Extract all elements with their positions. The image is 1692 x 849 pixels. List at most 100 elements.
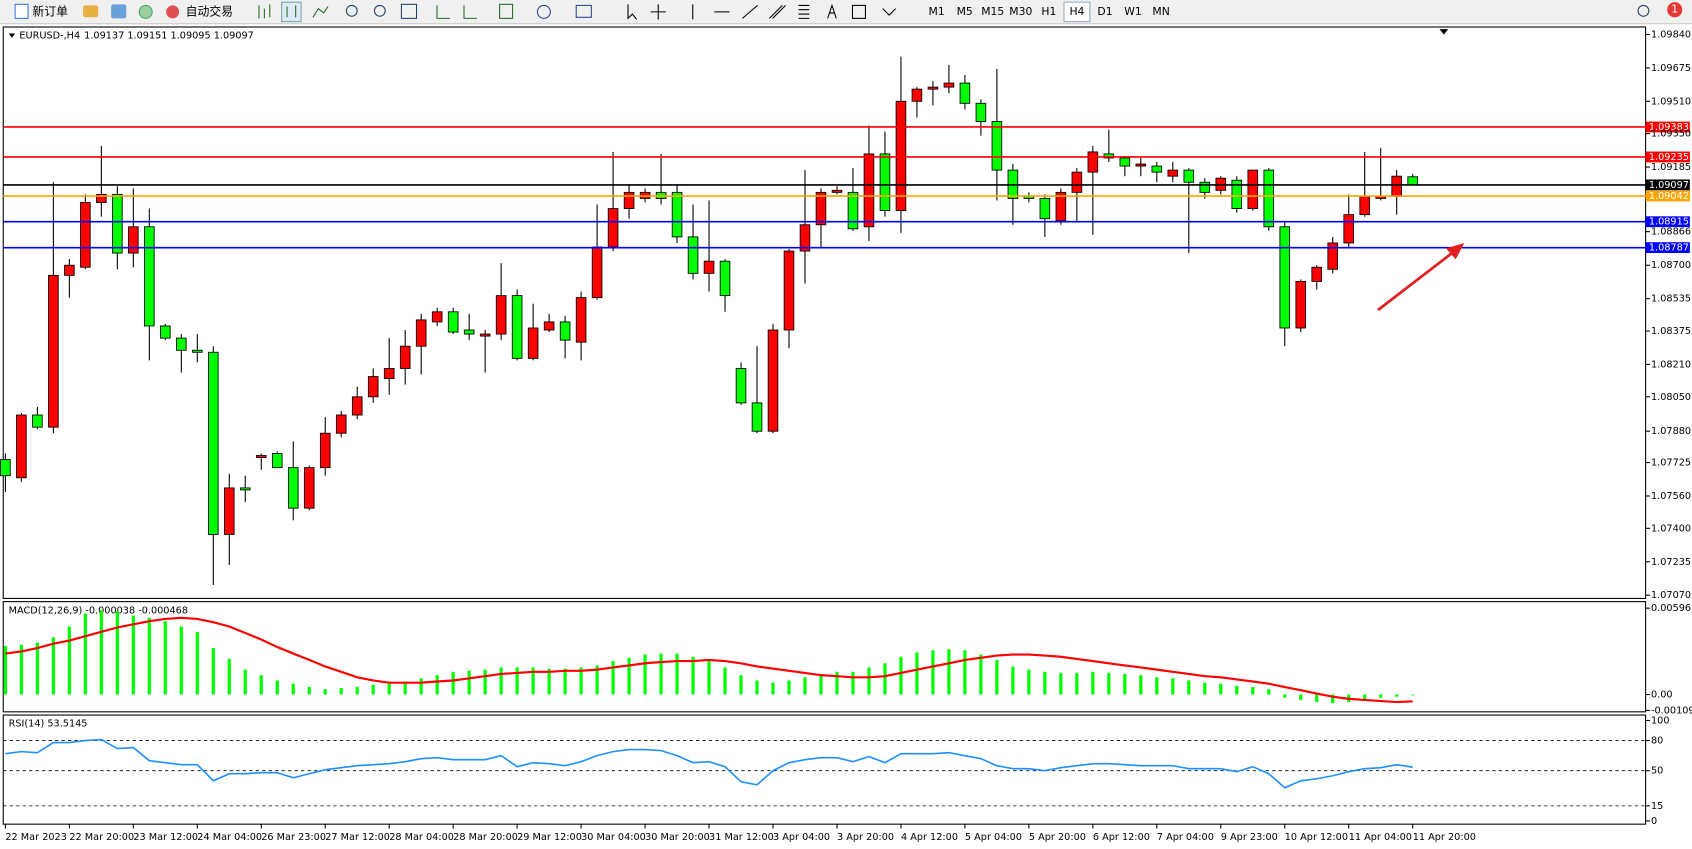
templates-button[interactable] (575, 4, 592, 18)
timeframe-button[interactable]: D1 (1097, 5, 1112, 18)
notification-badge[interactable] (1667, 2, 1683, 18)
zoom-out-button[interactable] (373, 4, 386, 17)
macd-bar (179, 626, 183, 695)
candle-body (463, 329, 475, 335)
text-button[interactable] (827, 3, 837, 19)
bar-chart-button[interactable] (258, 4, 271, 19)
indicator-title: MACD(12,26,9) -0.000038 -0.000468 (9, 605, 188, 616)
macd-bar (387, 683, 391, 695)
pane-menu-arrow[interactable] (8, 33, 16, 38)
timeframe-button[interactable]: W1 (1124, 5, 1142, 18)
macd-bar (899, 656, 903, 695)
y-tick-label: 1.08535 (1651, 294, 1691, 305)
timeframe-button[interactable]: H1 (1041, 5, 1056, 18)
candle-body (767, 329, 779, 432)
candle-body (879, 153, 891, 212)
macd-bar (419, 678, 423, 695)
notification-count: 1 (1671, 3, 1678, 16)
macd-bar (1219, 683, 1223, 695)
periods-button[interactable] (536, 4, 551, 19)
indicators-button[interactable] (499, 3, 514, 19)
new-order-button[interactable]: 新订单 (14, 3, 68, 19)
candle-body (1311, 266, 1323, 282)
macd-bar (1187, 680, 1191, 695)
macd-bar (51, 637, 55, 695)
x-tick-label: 9 Apr 23:00 (1221, 832, 1278, 843)
candle-body (1055, 191, 1067, 222)
macd-bar (1395, 694, 1399, 697)
macd-bar (1331, 694, 1335, 704)
autoscroll-button[interactable] (436, 5, 450, 19)
chart-title: EURUSD-,H4 (19, 31, 80, 42)
macd-bar (1267, 689, 1271, 695)
macd-bar (1299, 694, 1303, 700)
candle-body (687, 236, 699, 274)
fibo-button[interactable] (798, 4, 810, 19)
candle-body (128, 226, 139, 254)
candle-body (96, 193, 107, 203)
zoom-in-button[interactable] (345, 4, 358, 17)
macd-bar (755, 680, 759, 695)
y-tick-label: 1.08700 (1651, 260, 1691, 271)
candle-body (1087, 151, 1099, 173)
macd-bar (611, 661, 615, 695)
macd-bar (515, 667, 519, 695)
candle-chart-button[interactable] (281, 1, 302, 23)
search-button[interactable] (1637, 4, 1650, 17)
candle-body (160, 325, 171, 339)
candle-body (1151, 165, 1163, 173)
timeframe-button[interactable]: M1 (929, 5, 945, 18)
price-label: 1.09042 (1649, 191, 1689, 202)
macd-bar (947, 649, 951, 695)
macd-bar (83, 613, 87, 695)
price-label-box (1645, 190, 1690, 202)
candle-body (847, 191, 859, 230)
icon-button[interactable] (111, 4, 127, 19)
label-button[interactable] (851, 4, 866, 19)
auto-trading-button[interactable]: 自动交易 (166, 4, 233, 18)
candle-body (1039, 198, 1051, 220)
macd-bar (1411, 694, 1415, 696)
x-tick-label: 11 Apr 20:00 (1413, 832, 1476, 843)
candle-body (1263, 169, 1275, 228)
macd-bar (979, 654, 983, 695)
timeframe-button[interactable]: MN (1152, 5, 1169, 18)
candle-body (415, 319, 427, 347)
candle-body (335, 414, 347, 434)
candle-body (1407, 176, 1418, 186)
macd-bar (1011, 666, 1015, 695)
x-tick-label: 24 Mar 04:00 (197, 832, 262, 843)
candle-body (783, 250, 795, 331)
shift-button[interactable] (463, 5, 477, 19)
rsi-line (5, 738, 1413, 789)
icon (14, 3, 29, 19)
candle-body (1279, 226, 1291, 329)
candle-body (959, 82, 971, 104)
macd-bar (115, 611, 119, 695)
candle-body (1199, 181, 1211, 193)
timeframe-button[interactable]: M5 (957, 5, 973, 18)
crosshair-button[interactable] (650, 4, 666, 20)
x-tick-label: 5 Apr 04:00 (965, 832, 1022, 843)
candle-body (447, 311, 459, 333)
icon-button[interactable] (138, 4, 153, 19)
arrows-button[interactable] (882, 8, 897, 16)
channel-button[interactable] (769, 5, 786, 19)
trendline-button[interactable] (742, 4, 758, 19)
timeframe-button[interactable]: H4 (1069, 5, 1084, 18)
tile-button[interactable] (400, 3, 418, 19)
signal-line (5, 616, 1413, 704)
x-tick-label: 28 Mar 20:00 (453, 832, 518, 843)
macd-bar (851, 671, 855, 695)
icon-button[interactable] (83, 5, 99, 18)
candle-body (399, 345, 411, 369)
timeframe-button[interactable]: M30 (1009, 5, 1032, 18)
y-tick-label: 1.08866 (1651, 227, 1691, 238)
timeframe-button[interactable]: M15 (981, 5, 1004, 18)
candle-body (32, 414, 43, 428)
cursor-button[interactable] (627, 4, 638, 20)
line-chart-button[interactable] (312, 6, 329, 18)
candle-body (1327, 242, 1339, 270)
candle-body (927, 86, 939, 90)
macd-bar (147, 617, 151, 695)
